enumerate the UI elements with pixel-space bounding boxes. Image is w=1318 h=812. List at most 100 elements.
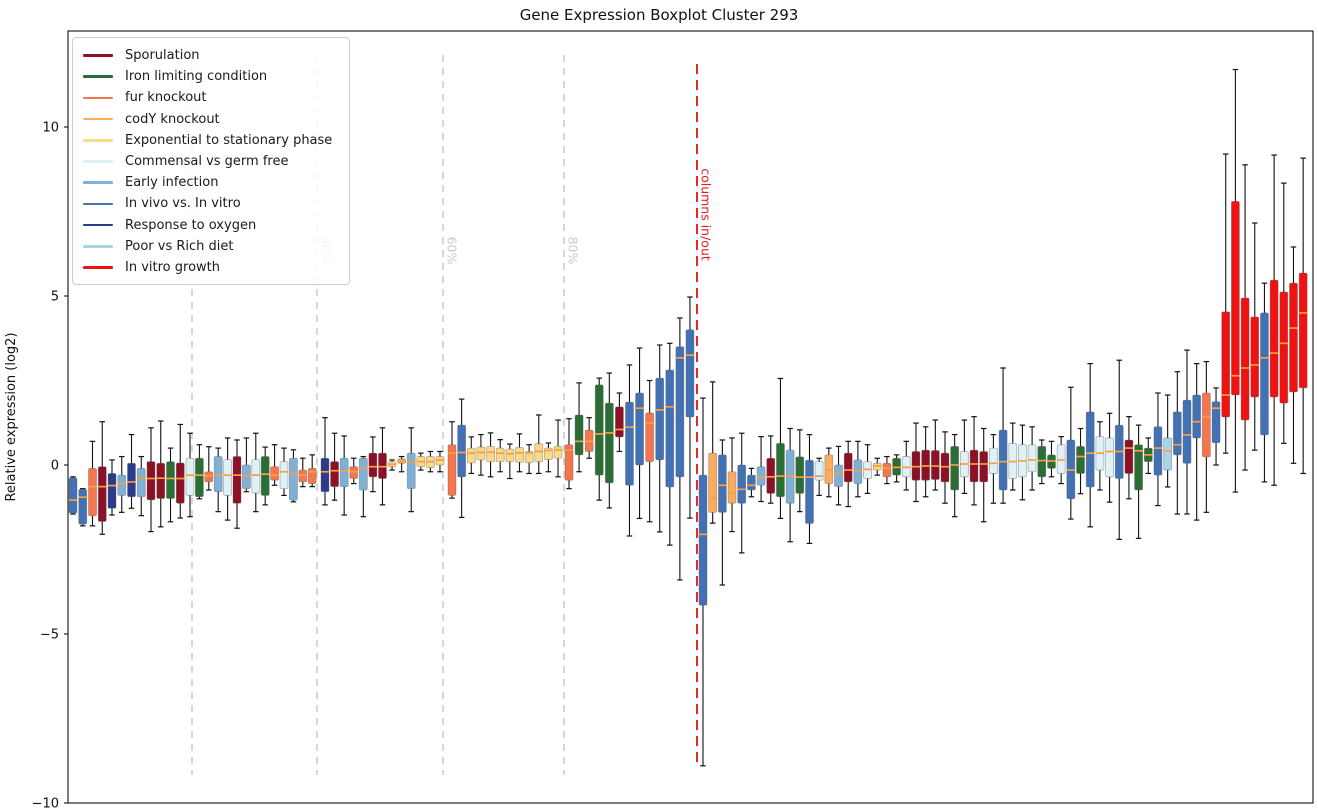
- legend-item: Iron limiting condition: [83, 66, 339, 87]
- legend-item: In vivo vs. In vitro: [83, 193, 339, 214]
- box-com: [1027, 444, 1037, 473]
- box-fur: [645, 412, 655, 463]
- box-exp: [515, 447, 524, 463]
- box-exp: [466, 447, 476, 464]
- legend-item: In vitro growth: [83, 257, 339, 278]
- legend-swatch-viv: [83, 202, 113, 206]
- box-vitro: [1240, 297, 1250, 421]
- box-ir: [260, 456, 270, 496]
- y-tick-label: 10: [42, 121, 59, 136]
- box-ir: [795, 456, 805, 494]
- box-sp: [843, 452, 853, 483]
- box-viv: [665, 369, 675, 488]
- box-viv: [1153, 426, 1163, 476]
- box-oxy: [127, 462, 136, 498]
- box-viv: [675, 346, 685, 478]
- legend-swatch-com: [83, 160, 113, 163]
- box-fur: [882, 462, 892, 478]
- box-viv: [655, 377, 665, 461]
- box-ir: [1076, 446, 1085, 474]
- box-ear: [136, 467, 146, 498]
- box-ir: [1037, 446, 1047, 478]
- box-sp: [1124, 439, 1134, 474]
- box-ear: [853, 459, 863, 484]
- box-ear: [358, 457, 368, 491]
- box-fur: [88, 467, 97, 517]
- legend-swatch-ear: [83, 181, 113, 185]
- box-sp: [232, 456, 242, 504]
- legend-label: fur knockout: [125, 90, 207, 106]
- box-vitro: [1250, 316, 1260, 398]
- axes-spines: [67, 30, 1314, 804]
- box-exp: [505, 448, 515, 463]
- legend-label: In vivo vs. In vitro: [125, 196, 241, 212]
- legend-label: In vitro growth: [125, 259, 220, 275]
- box-sp: [368, 452, 378, 478]
- box-exp: [486, 446, 495, 463]
- box-com: [279, 461, 289, 490]
- legend-item: Early infection: [83, 172, 339, 193]
- percent-label: 60%: [444, 236, 460, 265]
- box-fur: [1201, 392, 1211, 458]
- box-exp: [553, 446, 563, 459]
- box-ir: [776, 442, 785, 498]
- y-tick-label: −5: [40, 628, 59, 643]
- box-sp: [930, 450, 940, 480]
- legend-label: Exponential to stationary phase: [125, 132, 333, 148]
- box-sp: [156, 462, 166, 499]
- legend-label: Iron limiting condition: [125, 69, 268, 85]
- legend-swatch-ir: [83, 75, 113, 79]
- box-fur: [564, 444, 574, 481]
- box-oxy: [320, 457, 330, 493]
- legend-item: Exponential to stationary phase: [83, 130, 339, 151]
- box-viv: [717, 454, 727, 513]
- legend-swatch-diet: [83, 244, 113, 248]
- y-axis-label: Relative expression (log2): [4, 332, 19, 502]
- legend-item: codY knockout: [83, 109, 339, 130]
- box-viv: [1182, 399, 1192, 464]
- legend-label: Sporulation: [125, 48, 200, 64]
- box-viv: [625, 401, 634, 486]
- box-viv: [998, 429, 1008, 491]
- box-vitro: [1269, 279, 1279, 398]
- box-ear: [834, 464, 843, 488]
- box-ir: [604, 402, 614, 484]
- legend-item: Response to oxygen: [83, 215, 339, 236]
- box-diet: [1163, 437, 1173, 471]
- box-ir: [194, 457, 204, 498]
- box-viv: [1085, 411, 1095, 488]
- box-fur: [307, 467, 317, 484]
- box-sp: [766, 457, 776, 494]
- box-ear: [213, 456, 223, 493]
- legend-swatch-cody: [83, 117, 113, 121]
- box-viv: [457, 424, 467, 478]
- box-vitro: [1279, 291, 1289, 404]
- box-sp: [175, 462, 185, 504]
- box-exp: [534, 443, 544, 463]
- box-sp: [979, 451, 989, 483]
- box-viv: [685, 329, 695, 418]
- y-tick-label: 5: [51, 290, 59, 305]
- box-sp: [330, 461, 339, 488]
- box-ear: [339, 457, 349, 488]
- legend-swatch-vitro: [83, 266, 113, 269]
- box-exp: [495, 447, 505, 463]
- legend-item: Commensal vs germ free: [83, 151, 339, 172]
- box-com: [814, 461, 824, 481]
- box-viv: [1260, 312, 1269, 436]
- box-ir: [594, 384, 604, 476]
- legend-item: Poor vs Rich diet: [83, 236, 339, 257]
- box-vitro: [1231, 200, 1240, 396]
- legend-item: fur knockout: [83, 87, 339, 108]
- box-viv: [68, 477, 78, 514]
- box-vitro: [1221, 311, 1231, 418]
- legend: Sporulation Iron limiting condition fur kn…: [72, 37, 350, 286]
- box-viv: [737, 464, 747, 504]
- box-viv: [1211, 401, 1221, 444]
- box-viv: [78, 488, 88, 525]
- y-tick-label: −10: [32, 797, 59, 812]
- y-tick-label: 0: [51, 459, 59, 474]
- box-cody: [727, 471, 737, 504]
- legend-swatch-exp: [83, 139, 113, 142]
